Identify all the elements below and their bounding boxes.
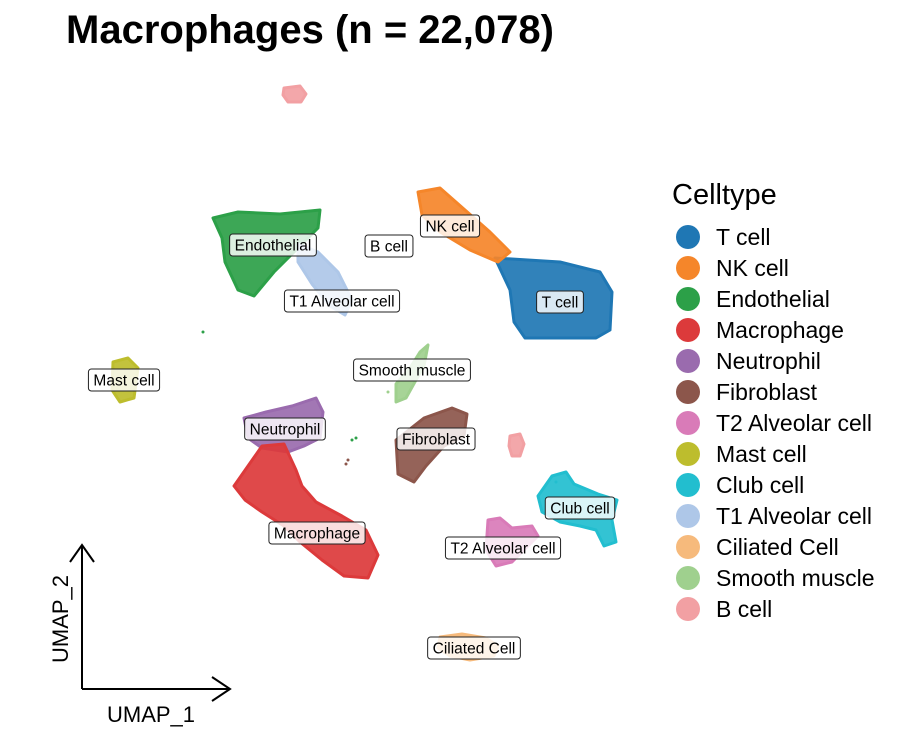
svg-text:Neutrophil: Neutrophil <box>250 422 321 439</box>
svg-text:Macrophage: Macrophage <box>274 526 360 543</box>
legend-item-nk-cell: NK cell <box>676 255 789 281</box>
legend-swatch <box>676 318 700 342</box>
stray-point <box>354 436 358 440</box>
cluster-label-mast-cell: Mast cell <box>87 368 161 392</box>
svg-text:T2 Alveolar cell: T2 Alveolar cell <box>450 541 555 558</box>
legend-item-ciliated-cell: Ciliated Cell <box>676 534 839 560</box>
legend-label: Fibroblast <box>716 379 818 405</box>
cluster-label-nk-cell: NK cell <box>419 214 481 238</box>
stray-point <box>386 390 390 394</box>
legend-item-b-cell: B cell <box>676 596 772 622</box>
cluster-label-smooth-muscle: Smooth muscle <box>353 358 471 382</box>
chart-title: Macrophages (n = 22,078) <box>66 8 554 52</box>
legend-label: T cell <box>716 224 771 250</box>
legend-item-t-cell: T cell <box>676 224 771 250</box>
label-layer: T cell NK cell Endothelial T1 Alveolar cell… <box>87 214 616 660</box>
legend-swatch <box>676 256 700 280</box>
legend-label: Macrophage <box>716 317 844 343</box>
y-axis-label: UMAP_2 <box>48 575 73 663</box>
cluster-label-fibroblast: Fibroblast <box>396 427 476 451</box>
cluster-label-club-cell: Club cell <box>544 496 616 520</box>
legend-item-macrophage: Macrophage <box>676 317 844 343</box>
stray-point <box>554 480 558 484</box>
svg-text:T1 Alveolar cell: T1 Alveolar cell <box>289 294 394 311</box>
svg-text:Ciliated Cell: Ciliated Cell <box>433 641 516 658</box>
legend-label: T2 Alveolar cell <box>716 410 872 436</box>
stray-point <box>201 330 205 334</box>
legend-label: Mast cell <box>716 441 807 467</box>
legend-swatch <box>676 411 700 435</box>
svg-text:Fibroblast: Fibroblast <box>402 432 471 449</box>
legend-label: Endothelial <box>716 286 830 312</box>
svg-text:T cell: T cell <box>542 295 579 312</box>
x-axis-arrowhead <box>211 676 232 702</box>
legend-swatch <box>676 566 700 590</box>
legend-swatch <box>676 473 700 497</box>
legend-item-t1-alveolar-cell: T1 Alveolar cell <box>676 503 872 529</box>
legend-item-fibroblast: Fibroblast <box>676 379 818 405</box>
legend-item-t2-alveolar-cell: T2 Alveolar cell <box>676 410 872 436</box>
legend-label: Neutrophil <box>716 348 821 374</box>
legend-swatch <box>676 225 700 249</box>
axis-arrows: UMAP_1 UMAP_2 <box>48 543 232 727</box>
legend-item-endothelial: Endothelial <box>676 286 830 312</box>
legend-label: T1 Alveolar cell <box>716 503 872 529</box>
cluster-label-b-cell: B cell <box>364 234 414 258</box>
stray-point <box>346 458 350 462</box>
svg-text:B cell: B cell <box>370 239 408 256</box>
cluster-label-ciliated-cell: Ciliated Cell <box>427 636 521 660</box>
legend: Celltype T cell NK cell Endothelial Macroph… <box>672 179 875 622</box>
legend-item-neutrophil: Neutrophil <box>676 348 821 374</box>
svg-text:Club cell: Club cell <box>550 501 609 518</box>
svg-text:Mast cell: Mast cell <box>93 373 154 390</box>
cluster-label-t1-alveolar-cell: T1 Alveolar cell <box>283 289 401 313</box>
legend-swatch <box>676 287 700 311</box>
legend-label: B cell <box>716 596 772 622</box>
legend-item-club-cell: Club cell <box>676 472 804 498</box>
svg-text:Smooth muscle: Smooth muscle <box>359 363 466 380</box>
stray-point <box>344 462 348 466</box>
svg-text:Endothelial: Endothelial <box>235 238 312 255</box>
legend-swatch <box>676 380 700 404</box>
legend-item-mast-cell: Mast cell <box>676 441 807 467</box>
legend-label: NK cell <box>716 255 789 281</box>
legend-label: Club cell <box>716 472 804 498</box>
legend-title: Celltype <box>672 179 777 211</box>
x-axis-label: UMAP_1 <box>107 702 195 727</box>
cluster-label-macrophage: Macrophage <box>268 521 366 545</box>
legend-swatch <box>676 442 700 466</box>
legend-item-smooth-muscle: Smooth muscle <box>676 565 875 591</box>
legend-swatch <box>676 504 700 528</box>
cluster-label-t2-alveolar-cell: T2 Alveolar cell <box>444 536 562 560</box>
legend-swatch <box>676 349 700 373</box>
cluster-macrophage <box>232 442 380 580</box>
svg-text:NK cell: NK cell <box>425 219 474 236</box>
y-axis-arrowhead <box>69 543 95 563</box>
cluster-b-cell <box>281 84 308 104</box>
cluster-b-cell <box>507 432 526 458</box>
legend-swatch <box>676 597 700 621</box>
stray-point <box>350 438 354 442</box>
legend-label: Ciliated Cell <box>716 534 839 560</box>
cluster-label-endothelial: Endothelial <box>229 233 317 257</box>
cluster-label-t-cell: T cell <box>536 290 584 314</box>
legend-swatch <box>676 535 700 559</box>
cluster-label-neutrophil: Neutrophil <box>244 417 326 441</box>
legend-label: Smooth muscle <box>716 565 875 591</box>
